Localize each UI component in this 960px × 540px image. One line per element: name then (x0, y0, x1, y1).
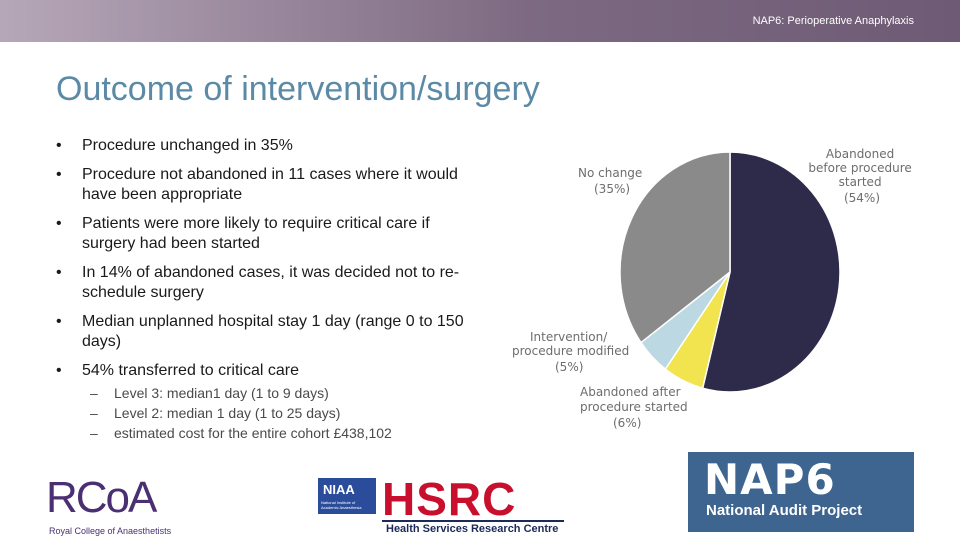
bullet-text: 54% transferred to critical care (82, 362, 299, 379)
bullet-text: In 14% of abandoned cases, it was decide… (82, 264, 460, 301)
bullet-text: Procedure not abandoned in 11 cases wher… (82, 166, 458, 203)
label-line: (5%) (555, 360, 583, 374)
sub-bullet-text: Level 2: median 1 day (1 to 25 days) (114, 405, 341, 421)
bullet-marker: • (56, 264, 62, 281)
label-abandoned-before: Abandoned before procedure started (54%) (808, 147, 915, 205)
label-abandoned-after: Abandoned after procedure started (6%) (580, 385, 691, 430)
label-line: No change (578, 166, 642, 180)
label-line: Abandoned (826, 147, 894, 161)
rcoa-mark: RCoA (46, 473, 157, 522)
nap6-name: National Audit Project (706, 502, 863, 519)
label-line: (6%) (613, 416, 641, 430)
hsrc-mark: HSRC (382, 473, 517, 525)
label-line: procedure started (580, 400, 688, 414)
bullet-item: • Patients were more likely to require cr… (56, 214, 476, 254)
sub-bullet-item: – Level 3: median1 day (1 to 9 days) (90, 383, 476, 403)
bullet-item: • Procedure unchanged in 35% (56, 136, 476, 156)
bullet-marker: • (56, 215, 62, 232)
label-line: Intervention/ (530, 330, 608, 344)
bullet-text: Procedure unchanged in 35% (82, 137, 293, 154)
sub-bullet-item: – estimated cost for the entire cohort £4… (90, 423, 476, 443)
bullet-text: Patients were more likely to require cri… (82, 215, 430, 252)
bullet-marker: • (56, 166, 62, 183)
rcoa-name: Royal College of Anaesthetists (49, 526, 172, 536)
bullet-item: • 54% transferred to critical care – Level… (56, 361, 476, 443)
label-line: (35%) (594, 182, 630, 196)
nap6-mark: NAP6 (704, 455, 836, 504)
outcome-pie-chart: Abandoned before procedure started (54%)… (512, 147, 915, 430)
hsrc-name: Health Services Research Centre (386, 523, 559, 535)
pie-slices (619, 151, 841, 393)
niaa-logo: NIAA National Institute of Academic Anae… (318, 478, 376, 514)
bullet-marker: • (56, 137, 62, 154)
bullet-text: Median unplanned hospital stay 1 day (ra… (82, 313, 464, 350)
bullet-marker: • (56, 362, 62, 379)
dash-marker: – (90, 425, 98, 441)
label-modified: Intervention/ procedure modified (5%) (512, 330, 633, 374)
nap6-logo: NAP6 National Audit Project (688, 452, 914, 532)
dash-marker: – (90, 405, 98, 421)
pie-slice (701, 151, 841, 393)
slide-title: Outcome of intervention/surgery (56, 70, 540, 108)
bullet-list: • Procedure unchanged in 35% • Procedure n… (56, 136, 476, 452)
hsrc-divider (382, 520, 564, 522)
header-text: NAP6: Perioperative Anaphylaxis (752, 15, 914, 27)
header-bar: NAP6: Perioperative Anaphylaxis (0, 0, 960, 42)
sub-bullet-text: Level 3: median1 day (1 to 9 days) (114, 385, 329, 401)
label-no-change: No change (35%) (578, 166, 646, 196)
bullet-item: • In 14% of abandoned cases, it was decid… (56, 263, 476, 303)
sub-bullet-text: estimated cost for the entire cohort £43… (114, 425, 392, 441)
label-line: before procedure (808, 161, 911, 175)
label-line: procedure modified (512, 344, 629, 358)
label-line: Abandoned after (580, 385, 681, 399)
dash-marker: – (90, 385, 98, 401)
label-line: started (839, 175, 882, 189)
bullet-item: • Procedure not abandoned in 11 cases whe… (56, 165, 476, 205)
hsrc-logo: NIAA National Institute of Academic Anae… (318, 473, 568, 538)
bullet-marker: • (56, 313, 62, 330)
niaa-subtitle: National Institute of Academic Anaesthes… (321, 500, 362, 510)
label-line: (54%) (844, 191, 880, 205)
pie-slice (619, 151, 731, 344)
sub-bullet-list: – Level 3: median1 day (1 to 9 days) – Lev… (90, 383, 476, 443)
bullet-item: • Median unplanned hospital stay 1 day (r… (56, 312, 476, 352)
sub-bullet-item: – Level 2: median 1 day (1 to 25 days) (90, 403, 476, 423)
rcoa-logo: RCoA Royal College of Anaesthetists (46, 474, 196, 538)
niaa-mark: NIAA (323, 482, 355, 497)
